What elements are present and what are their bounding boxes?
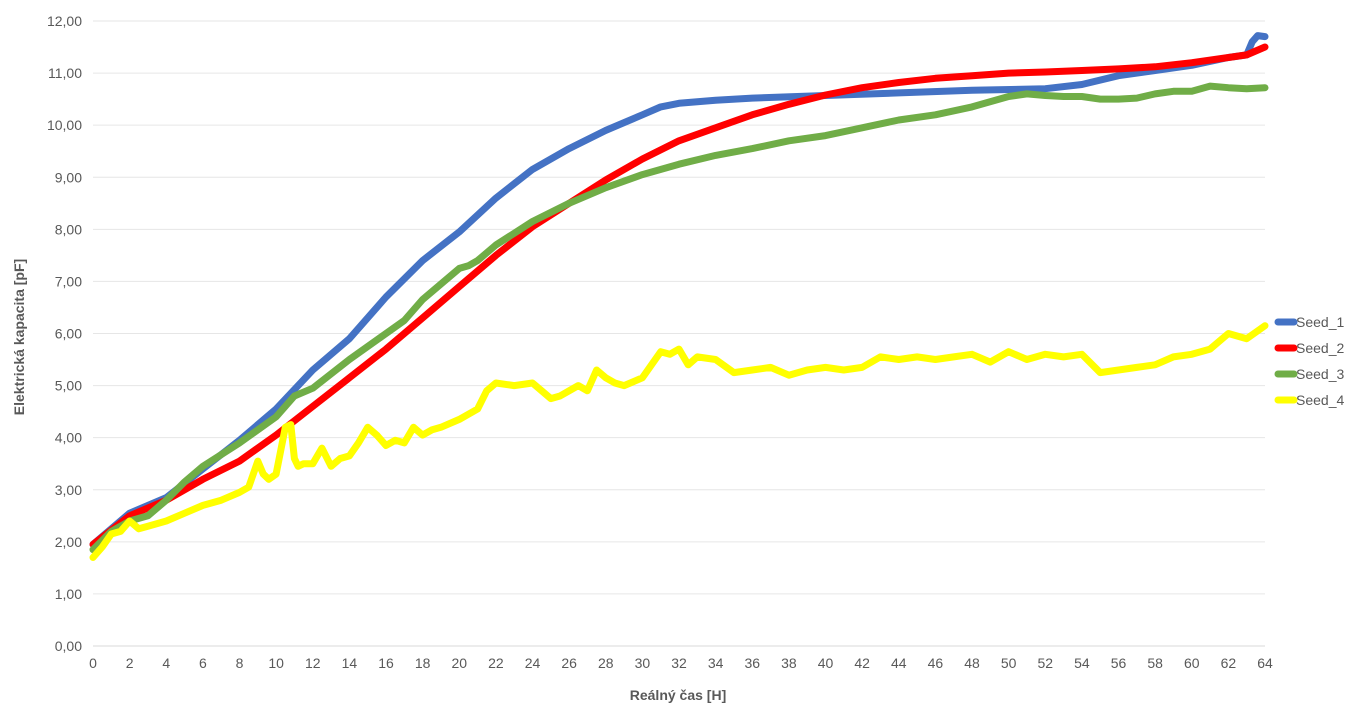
x-tick-label: 44 [891, 655, 907, 671]
x-tick-label: 12 [305, 655, 321, 671]
x-tick-label: 42 [854, 655, 870, 671]
x-tick-label: 28 [598, 655, 614, 671]
x-tick-label: 62 [1221, 655, 1237, 671]
series-lines [89, 32, 1269, 561]
y-tick-label: 4,00 [55, 430, 82, 446]
x-tick-label: 50 [1001, 655, 1017, 671]
legend-label: Seed_2 [1296, 340, 1344, 356]
x-tick-label: 10 [268, 655, 284, 671]
gridlines [93, 20, 1265, 647]
x-tick-label: 60 [1184, 655, 1200, 671]
legend-label: Seed_4 [1296, 392, 1344, 408]
x-tick-label: 34 [708, 655, 724, 671]
y-tick-label: 12,00 [47, 13, 82, 29]
series-line-seed-3 [89, 82, 1269, 554]
x-tick-label: 52 [1037, 655, 1053, 671]
x-tick-label: 38 [781, 655, 797, 671]
y-tick-label: 7,00 [55, 273, 82, 289]
y-tick-label: 2,00 [55, 534, 82, 550]
x-axis-ticks: 0 2 4 6 8 10 12 14 16 18 20 22 24 26 28 30 32 34 36 38 40 42 4… [89, 655, 1273, 671]
x-tick-label: 16 [378, 655, 394, 671]
x-tick-label: 0 [89, 655, 97, 671]
y-tick-label: 5,00 [55, 378, 82, 394]
x-tick-label: 8 [236, 655, 244, 671]
series-line-seed-4 [89, 322, 1269, 561]
x-tick-label: 4 [162, 655, 170, 671]
y-axis-ticks: 0,00 1,00 2,00 3,00 4,00 5,00 6,00 7,00 8,00 9,00… [47, 13, 82, 654]
x-tick-label: 46 [928, 655, 944, 671]
x-tick-label: 40 [818, 655, 834, 671]
y-tick-label: 3,00 [55, 482, 82, 498]
y-tick-label: 9,00 [55, 169, 82, 185]
y-tick-label: 0,00 [55, 638, 82, 654]
x-tick-label: 54 [1074, 655, 1090, 671]
x-tick-label: 18 [415, 655, 431, 671]
x-tick-label: 24 [525, 655, 541, 671]
x-tick-label: 22 [488, 655, 504, 671]
x-tick-label: 48 [964, 655, 980, 671]
x-tick-label: 64 [1257, 655, 1273, 671]
x-tick-label: 14 [342, 655, 358, 671]
x-axis-label: Reálný čas [H] [630, 687, 726, 703]
x-tick-label: 58 [1147, 655, 1163, 671]
x-tick-label: 20 [451, 655, 467, 671]
series-line-seed-2 [89, 43, 1269, 548]
y-axis-label: Elektrická kapacita [pF] [11, 259, 27, 415]
x-tick-label: 32 [671, 655, 687, 671]
x-tick-label: 56 [1111, 655, 1127, 671]
y-tick-label: 10,00 [47, 117, 82, 133]
y-tick-label: 11,00 [48, 65, 82, 81]
series-line-seed-1 [89, 32, 1269, 548]
legend-label: Seed_3 [1296, 366, 1344, 382]
x-tick-label: 26 [561, 655, 577, 671]
x-tick-label: 6 [199, 655, 207, 671]
y-tick-label: 8,00 [55, 221, 82, 237]
x-tick-label: 2 [126, 655, 134, 671]
y-tick-label: 6,00 [55, 326, 82, 342]
legend: Seed_1 Seed_2 Seed_3 Seed_4 [1274, 314, 1344, 408]
x-tick-label: 36 [744, 655, 760, 671]
x-tick-label: 30 [635, 655, 651, 671]
legend-label: Seed_1 [1296, 314, 1344, 330]
y-tick-label: 1,00 [55, 586, 82, 602]
